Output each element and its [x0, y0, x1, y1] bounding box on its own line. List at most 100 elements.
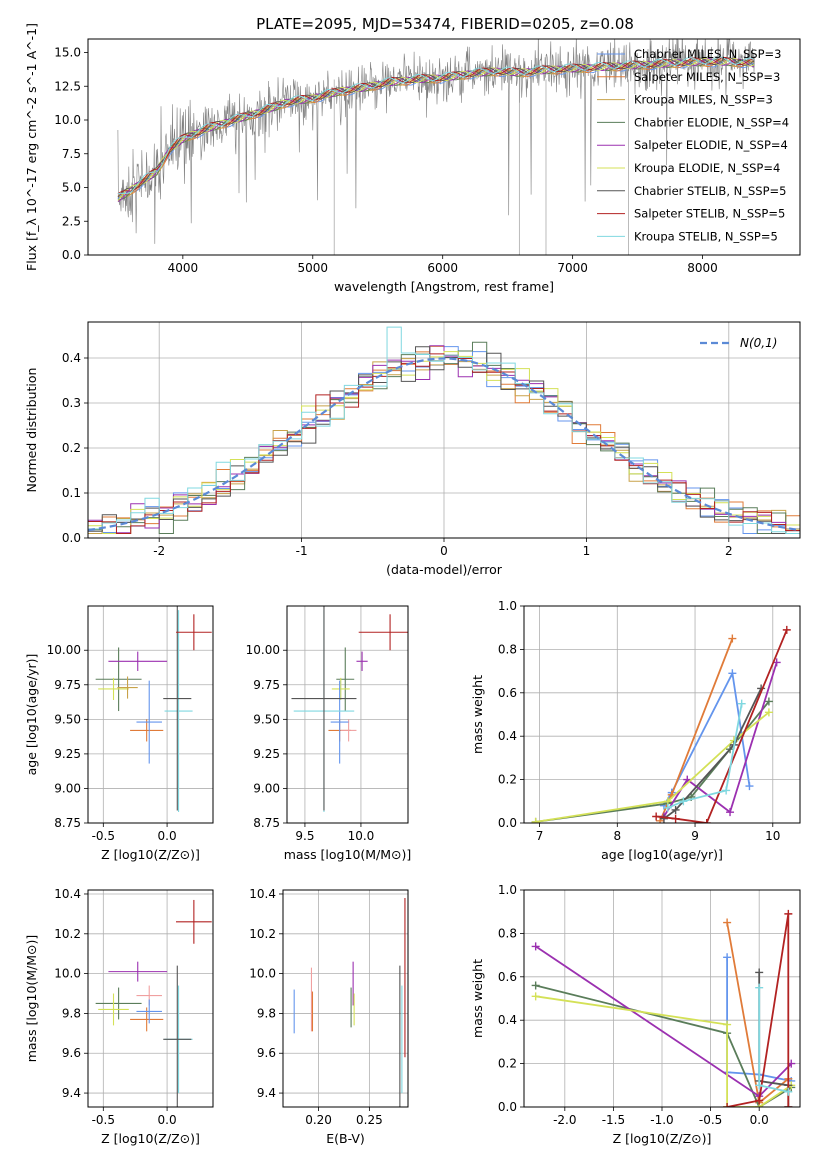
model-line: [117, 59, 755, 197]
series-marker: [726, 808, 735, 817]
series-marker: [784, 909, 793, 918]
series-marker: [723, 953, 732, 962]
y-axis-label: mass [log10(M/M⊙)]: [24, 935, 39, 1063]
legend-entry: Chabrier STELIB, N_SSP=5: [634, 184, 786, 198]
x-tick-label: 10: [765, 829, 780, 843]
panel-age-vs-mass: 9.5 10.0 8.75 9.00 9.25 9.50 9.75 10.00 mass [lo…: [246, 605, 411, 862]
legend-entry: Chabrier MILES, N_SSP=3: [634, 47, 781, 61]
y-tick-label: 9.25: [253, 747, 280, 761]
panel-massweight-vs-Z: -2.0 -1.5 -1.0 -0.5 0.0 0.0 0.2 0.4 0.6 0.8 1.0 Z […: [470, 883, 801, 1146]
x-tick-label: 1: [583, 544, 591, 558]
legend-entry: Salpeter STELIB, N_SSP=5: [634, 207, 785, 221]
plot-area: [293, 897, 406, 1107]
x-tick-label: 6000: [427, 261, 458, 275]
histogram-step: [88, 345, 800, 534]
plot-area: [531, 625, 791, 823]
series-marker: [723, 918, 732, 927]
y-tick-label: 0.0: [62, 531, 81, 545]
series-marker: [723, 1103, 732, 1107]
legend-entry: Kroupa ELODIE, N_SSP=4: [634, 161, 780, 175]
x-tick-label: 0.20: [305, 1113, 332, 1127]
series-marker: [663, 803, 672, 812]
y-tick-label: 10.4: [54, 887, 81, 901]
model-line: [117, 56, 755, 195]
series-marker: [531, 942, 540, 951]
x-tick-label: 8: [613, 829, 621, 843]
x-tick-label: -1: [296, 544, 308, 558]
series-line: [535, 984, 792, 1107]
x-tick-label: 0.0: [158, 1113, 177, 1127]
x-axis-label: Z [log10(Z/Z⊙)]: [101, 847, 200, 862]
y-tick-label: 9.00: [253, 781, 280, 795]
y-tick-label: 10.4: [249, 887, 276, 901]
x-tick-label: 8000: [687, 261, 718, 275]
legend-entry: Salpeter MILES, N_SSP=3: [634, 70, 780, 84]
y-tick-label: 7.5: [62, 147, 81, 161]
series-marker: [764, 697, 773, 706]
series-marker: [671, 814, 680, 823]
legend-entry: Salpeter ELODIE, N_SSP=4: [634, 138, 788, 152]
legend-entry: Chabrier ELODIE, N_SSP=4: [634, 115, 789, 129]
plot-area: [291, 606, 408, 812]
series-marker: [755, 1081, 764, 1090]
series-line: [726, 913, 790, 1107]
y-tick-label: 0.2: [498, 773, 517, 787]
y-axis-label: age [log10(age/yr)]: [24, 654, 39, 776]
y-tick-label: 0.8: [498, 642, 517, 656]
y-tick-label: 0.4: [498, 729, 517, 743]
series-line: [656, 629, 788, 823]
x-tick-label: 7000: [557, 261, 588, 275]
series-marker: [755, 983, 764, 992]
x-tick-label: -0.5: [92, 1113, 115, 1127]
series-marker: [679, 797, 688, 806]
y-tick-label: 0.8: [498, 926, 517, 940]
y-tick-label: 9.50: [54, 712, 81, 726]
y-axis-label: Flux [f_λ 10^-17 erg cm^-2 s^-1 A^-1]: [24, 23, 39, 271]
series-marker: [531, 817, 540, 823]
series-line: [535, 711, 770, 823]
y-tick-label: 1.0: [498, 883, 517, 897]
y-tick-label: 10.0: [54, 113, 81, 127]
series-marker: [531, 981, 540, 990]
axes-frame: [87, 321, 801, 539]
x-tick-label: -2.0: [553, 1113, 576, 1127]
y-tick-label: 0.6: [498, 686, 517, 700]
y-tick-label: 0.3: [62, 396, 81, 410]
series-line: [667, 703, 743, 809]
y-tick-label: 10.00: [246, 643, 280, 657]
y-tick-label: 9.4: [257, 1086, 276, 1100]
x-tick-label: 9: [691, 829, 699, 843]
series-marker: [702, 819, 711, 823]
plot-area: [531, 909, 796, 1107]
x-tick-label: 10.0: [348, 829, 375, 843]
x-tick-label: 0.25: [356, 1113, 383, 1127]
x-axis-label: Z [log10(Z/Z⊙)]: [101, 1131, 200, 1146]
y-tick-label: 1.0: [498, 599, 517, 613]
x-axis-label: Z [log10(Z/Z⊙)]: [613, 1131, 712, 1146]
y-tick-label: 9.4: [62, 1086, 81, 1100]
y-tick-label: 10.00: [47, 643, 81, 657]
series-marker: [531, 992, 540, 1001]
series-marker: [728, 669, 737, 678]
x-tick-label: 0.0: [158, 829, 177, 843]
x-tick-label: -0.5: [699, 1113, 722, 1127]
axes-frame: [87, 605, 214, 824]
series-marker: [755, 1096, 764, 1105]
x-tick-label: 0: [440, 544, 448, 558]
panel-age-vs-Z: -0.5 0.0 8.75 9.00 9.25 9.50 9.75 10.00 Z [log10…: [24, 605, 214, 862]
series-marker: [659, 814, 668, 823]
y-tick-label: 9.00: [54, 781, 81, 795]
y-tick-label: 9.8: [257, 1006, 276, 1020]
panel-massweight-vs-age: 7 8 9 10 0.0 0.2 0.4 0.6 0.8 1.0 age [log10(age/yr…: [470, 599, 801, 862]
y-tick-label: 9.50: [253, 712, 280, 726]
axes-frame: [523, 605, 801, 824]
axes-frame: [286, 605, 409, 824]
x-tick-label: 2: [725, 544, 733, 558]
panel-mass-vs-Z: -0.5 0.0 9.4 9.6 9.8 10.0 10.2 10.4 Z [log10(Z/Z…: [24, 887, 214, 1146]
histogram-step: [88, 353, 800, 534]
y-tick-label: 9.6: [62, 1046, 81, 1060]
y-tick-label: 0.6: [498, 970, 517, 984]
y-tick-label: 10.0: [249, 967, 276, 981]
panel-residuals: -2 -1 0 1 2 0.0 0.1 0.2 0.3 0.4 (data-model)/error…: [24, 321, 801, 577]
